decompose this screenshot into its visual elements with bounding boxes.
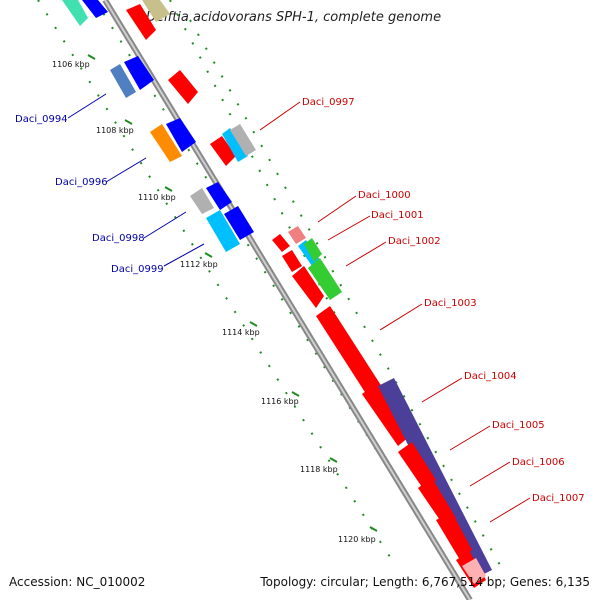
forward-gene-labels: Daci_0997 Daci_1000 Daci_1001 Daci_1002 … <box>302 97 585 504</box>
gene-arrow[interactable] <box>150 124 182 162</box>
gene-label[interactable]: Daci_0998 <box>92 233 145 244</box>
gene-arrow[interactable] <box>190 188 214 214</box>
gene-arrow[interactable] <box>110 64 136 98</box>
scale-label: 1118 kbp <box>300 465 338 474</box>
scale-label: 1106 kbp <box>52 60 90 69</box>
gene-arrow[interactable] <box>168 70 198 104</box>
scale-label: 1114 kbp <box>222 328 260 337</box>
leader-line <box>345 241 387 267</box>
gene-arrow[interactable] <box>308 258 342 300</box>
scale-tick <box>329 457 338 463</box>
scale-label: 1120 kbp <box>338 535 376 544</box>
reverse-gene-labels: Daci_0994 Daci_0996 Daci_0998 Daci_0999 <box>15 114 164 275</box>
gene-arrow[interactable] <box>206 210 240 252</box>
gene-label[interactable]: Daci_1005 <box>492 420 545 431</box>
gene-arrow[interactable] <box>272 234 290 252</box>
gene-label[interactable]: Daci_1001 <box>371 210 424 221</box>
leader-line <box>379 303 423 331</box>
gene-arrow[interactable] <box>288 226 306 244</box>
scale-tick <box>124 119 133 125</box>
gene-arrow[interactable] <box>82 0 108 18</box>
scale-label: 1110 kbp <box>138 193 176 202</box>
gene-arrow[interactable] <box>62 0 88 26</box>
gene-arrow[interactable] <box>304 238 322 262</box>
gene-label[interactable]: Daci_0997 <box>302 97 355 108</box>
scale-tick <box>369 526 378 532</box>
leader-line <box>327 215 371 241</box>
gene-arrow[interactable] <box>230 124 256 156</box>
leader-line <box>489 497 531 523</box>
gene-label[interactable]: Daci_1007 <box>532 493 585 504</box>
scale-label: 1108 kbp <box>96 126 134 135</box>
gene-arrow[interactable] <box>462 558 486 584</box>
gene-arrow[interactable] <box>210 136 236 166</box>
forward-strand-genes <box>126 0 492 588</box>
gene-arrow[interactable] <box>436 512 472 560</box>
gene-arrow[interactable] <box>126 4 156 40</box>
gene-arrow[interactable] <box>398 442 436 490</box>
gene-arrow[interactable] <box>224 206 254 240</box>
gene-arrow[interactable] <box>292 266 324 308</box>
scale-tick <box>204 252 213 258</box>
scale-tick <box>291 391 300 397</box>
track-guide-reverse-outer <box>37 0 396 566</box>
leader-line <box>449 425 491 451</box>
gene-arrow[interactable] <box>418 478 456 526</box>
gene-arrow[interactable] <box>142 0 170 22</box>
gene-arrow[interactable] <box>222 128 248 162</box>
genome-info-text: Topology: circular; Length: 6,767,514 bp… <box>260 575 590 589</box>
leader-line <box>163 243 205 267</box>
leader-line <box>469 461 511 487</box>
leader-line <box>67 93 107 119</box>
gene-arrow[interactable] <box>378 378 492 578</box>
leader-line <box>317 195 357 223</box>
label-leaders <box>67 93 531 523</box>
gene-label[interactable]: Daci_1002 <box>388 236 441 247</box>
gene-arrow[interactable] <box>316 306 384 400</box>
leader-line <box>105 157 147 183</box>
scale-label: 1116 kbp <box>261 397 299 406</box>
leader-line <box>421 377 463 403</box>
scale-labels: 1106 kbp 1108 kbp 1110 kbp 1112 kbp 1114… <box>52 60 376 544</box>
gene-label[interactable]: Daci_0999 <box>111 264 164 275</box>
leader-line <box>143 211 187 239</box>
scale-label: 1112 kbp <box>180 260 218 269</box>
gene-arrow[interactable] <box>362 384 410 446</box>
reverse-strand-genes <box>62 0 254 252</box>
gene-arrow[interactable] <box>282 250 302 272</box>
scale-tick <box>164 186 173 192</box>
gene-arrow[interactable] <box>166 118 196 152</box>
gene-label[interactable]: Daci_0994 <box>15 114 68 125</box>
gene-label[interactable]: Daci_1000 <box>358 190 411 201</box>
gene-arrow[interactable] <box>124 56 154 90</box>
gene-label[interactable]: Daci_1006 <box>512 457 565 468</box>
gene-label[interactable]: Daci_0996 <box>55 177 108 188</box>
gene-arrow[interactable] <box>206 182 232 210</box>
genome-title: Delftia acidovorans SPH-1, complete geno… <box>146 10 442 25</box>
accession-text: Accession: NC_010002 <box>9 575 146 589</box>
scale-tick <box>87 54 96 60</box>
gene-label[interactable]: Daci_1003 <box>424 298 477 309</box>
gene-label[interactable]: Daci_1004 <box>464 371 517 382</box>
scale-tick <box>249 321 258 327</box>
genome-backbone <box>102 0 473 600</box>
scale-ticks <box>87 54 378 532</box>
leader-line <box>259 101 301 131</box>
